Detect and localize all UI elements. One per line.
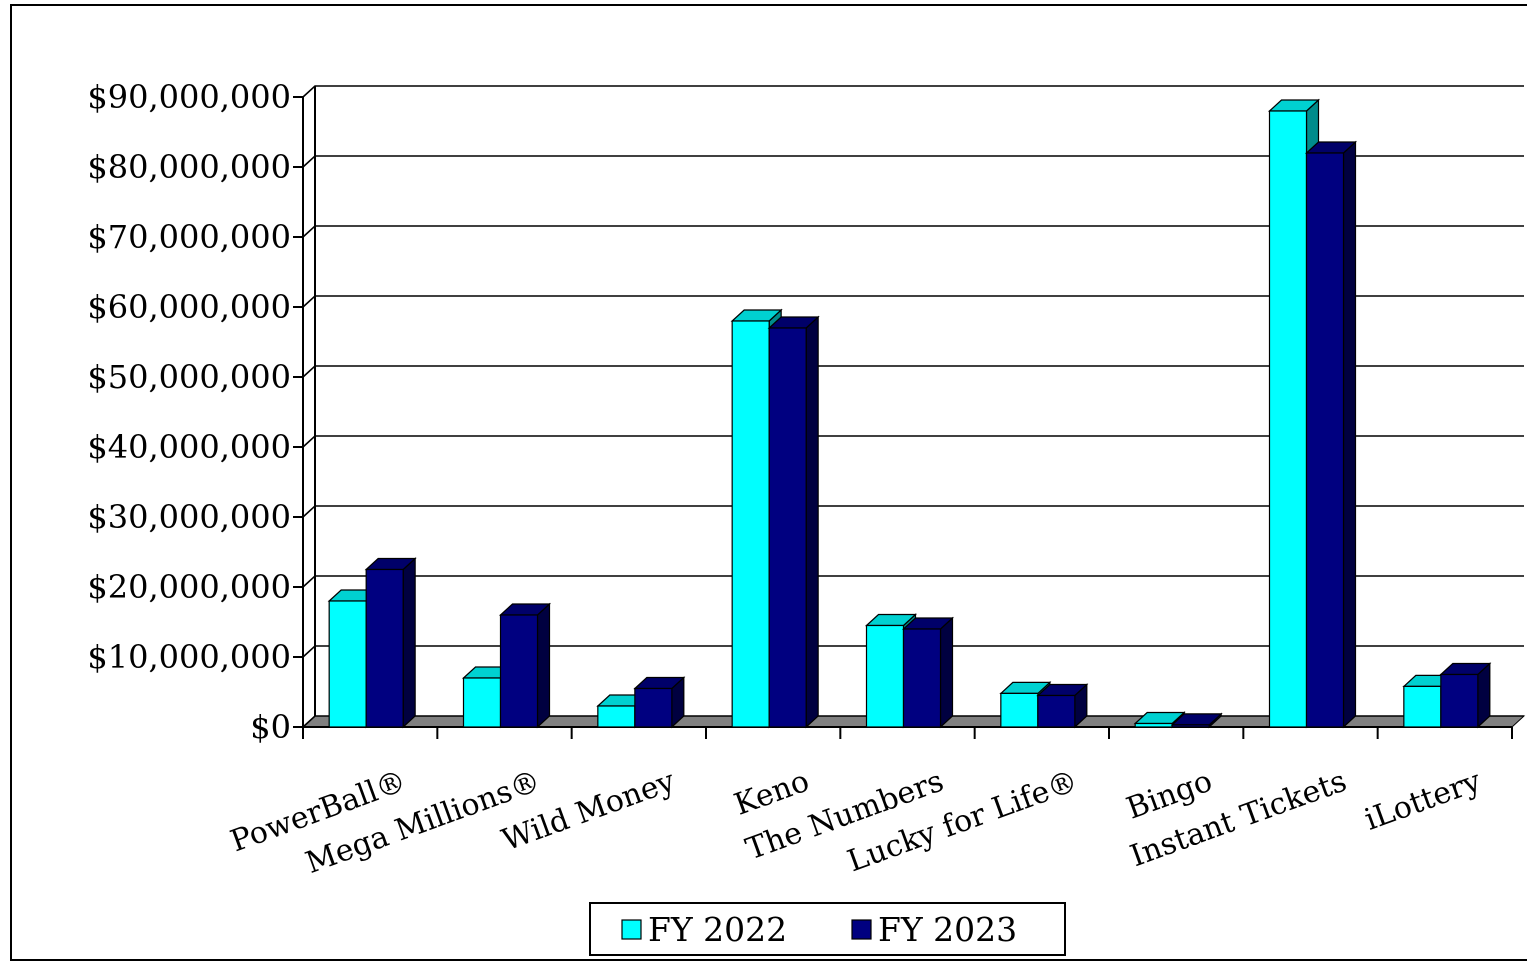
bar-front bbox=[902, 628, 942, 728]
y-axis-ticks: $0 $10,000,000 $20,000,000 $30,000,000 $40,0… bbox=[87, 78, 303, 746]
bar-side bbox=[1342, 140, 1357, 729]
x-axis-labels: PowerBall®Mega Millions®Wild Money KenoTh… bbox=[226, 764, 1486, 881]
y-tick-label: $70,000,000 bbox=[87, 218, 291, 256]
legend-label: FY 2023 bbox=[878, 910, 1017, 949]
y-tick-label: $40,000,000 bbox=[87, 428, 291, 466]
gridline bbox=[302, 225, 1524, 238]
bar-fy2023 bbox=[364, 557, 417, 729]
bar-fy2023 bbox=[901, 616, 955, 729]
legend: FY 2022 FY 2023 bbox=[589, 902, 1066, 956]
bar-front bbox=[1403, 685, 1442, 728]
y-tick-label: $30,000,000 bbox=[87, 498, 291, 536]
bar-side bbox=[536, 602, 551, 729]
bar-front bbox=[328, 600, 367, 728]
bar-front bbox=[1440, 673, 1479, 728]
bar-front bbox=[1134, 722, 1173, 728]
bar-front bbox=[865, 624, 905, 728]
bar-front bbox=[365, 568, 404, 728]
bar-fy2023 bbox=[767, 315, 820, 729]
bar-front bbox=[1305, 152, 1345, 728]
bar-front bbox=[1268, 110, 1308, 728]
bar-fy2023 bbox=[1036, 683, 1089, 729]
bar-front bbox=[731, 320, 770, 728]
gridline bbox=[302, 295, 1524, 308]
legend-swatch bbox=[621, 919, 642, 940]
gridline bbox=[302, 575, 1524, 588]
bar-front bbox=[1037, 694, 1076, 728]
y-tick-label: $80,000,000 bbox=[87, 148, 291, 186]
bar-fy2023 bbox=[1439, 662, 1492, 729]
gridline bbox=[302, 435, 1524, 448]
bar-front bbox=[1000, 692, 1039, 728]
y-tick-label: $10,000,000 bbox=[87, 638, 291, 676]
x-tick-label: iLottery bbox=[1360, 764, 1485, 838]
gridlines bbox=[302, 85, 1524, 728]
bars bbox=[327, 98, 1492, 729]
gridline bbox=[302, 505, 1524, 518]
bar-front bbox=[499, 614, 539, 728]
legend-label: FY 2022 bbox=[648, 910, 787, 949]
legend-box bbox=[589, 902, 1066, 956]
gridline bbox=[302, 715, 1524, 728]
gridline bbox=[302, 85, 1524, 98]
bar-front bbox=[597, 705, 636, 728]
bar-front bbox=[1171, 724, 1210, 728]
y-tick-label: $90,000,000 bbox=[87, 78, 291, 116]
gridline bbox=[302, 155, 1524, 168]
bar-front bbox=[462, 677, 502, 728]
y-tick-label: $0 bbox=[250, 708, 291, 746]
legend-swatch bbox=[851, 919, 872, 940]
bar-side bbox=[939, 616, 954, 729]
gridline bbox=[302, 365, 1524, 378]
bar-fy2023 bbox=[1304, 140, 1358, 729]
bar-side bbox=[805, 315, 819, 729]
bar-fy2023 bbox=[1170, 712, 1223, 729]
bar-side bbox=[402, 557, 416, 729]
gridline bbox=[302, 645, 1524, 658]
y-tick-label: $60,000,000 bbox=[87, 288, 291, 326]
bar-front bbox=[634, 687, 673, 728]
y-tick-label: $50,000,000 bbox=[87, 358, 291, 396]
y-tick-label: $20,000,000 bbox=[87, 568, 291, 606]
bar-fy2023 bbox=[498, 602, 552, 729]
bar-front bbox=[768, 327, 807, 728]
bar-fy2023 bbox=[633, 676, 686, 729]
